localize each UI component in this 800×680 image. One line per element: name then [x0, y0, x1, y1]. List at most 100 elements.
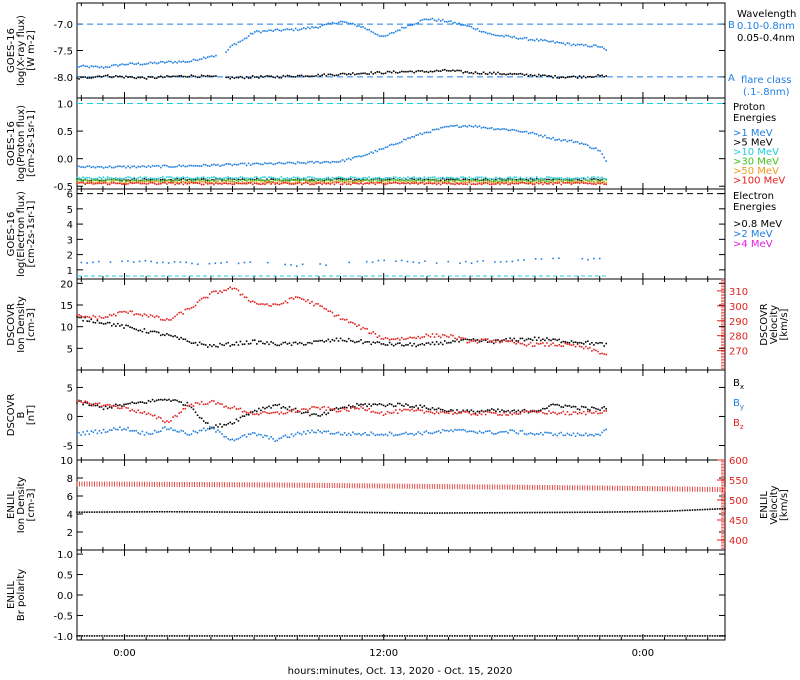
data-point	[593, 348, 595, 351]
data-point	[256, 434, 258, 437]
data-point	[276, 439, 279, 442]
data-point	[155, 417, 158, 420]
data-point	[362, 180, 364, 183]
data-point	[159, 176, 162, 179]
data-point	[478, 30, 481, 33]
data-point	[439, 177, 442, 179]
data-point	[174, 166, 176, 168]
data-point	[233, 287, 236, 290]
data-point	[311, 26, 313, 28]
data-point	[98, 635, 101, 637]
data-point	[164, 334, 166, 337]
data-point	[262, 436, 264, 439]
data-point	[157, 181, 160, 183]
series-ion-density	[76, 316, 607, 348]
data-point	[517, 413, 520, 415]
data-point	[226, 261, 228, 263]
data-point	[343, 72, 346, 75]
data-point	[270, 436, 272, 438]
data-point	[319, 430, 321, 433]
data-point	[76, 511, 78, 513]
data-point	[681, 509, 684, 512]
data-point	[686, 509, 689, 512]
data-point	[115, 428, 117, 431]
data-point	[143, 165, 146, 168]
data-point	[425, 430, 428, 432]
data-point	[542, 342, 544, 344]
data-point	[213, 511, 216, 513]
data-point	[537, 73, 540, 76]
data-point	[92, 321, 95, 324]
data-point	[315, 406, 317, 409]
data-point	[480, 409, 483, 412]
data-point	[591, 350, 593, 352]
data-point	[215, 182, 217, 184]
data-point	[92, 261, 94, 264]
data-point	[566, 405, 569, 407]
data-point	[94, 402, 97, 405]
data-point	[446, 180, 448, 183]
data-point	[417, 408, 420, 411]
data-point	[507, 183, 509, 186]
data-point	[321, 432, 323, 434]
data-point	[364, 27, 366, 30]
data-point	[423, 344, 426, 346]
data-point	[329, 178, 332, 181]
data-point	[121, 324, 123, 326]
data-point	[190, 433, 193, 435]
data-point	[529, 511, 531, 514]
data-point	[441, 410, 444, 413]
data-point	[626, 635, 629, 637]
data-point	[479, 512, 481, 514]
data-point	[290, 28, 293, 31]
data-point	[472, 413, 475, 415]
data-point	[235, 418, 238, 421]
data-point	[237, 41, 240, 44]
data-point	[247, 412, 250, 414]
data-point	[248, 635, 251, 637]
data-point	[292, 435, 295, 437]
data-point	[376, 33, 379, 36]
data-point	[399, 29, 401, 32]
data-point	[123, 310, 125, 313]
data-point	[216, 511, 218, 513]
data-point	[497, 181, 499, 184]
data-point	[219, 403, 221, 405]
data-point	[82, 179, 84, 181]
data-point	[517, 341, 520, 343]
data-point	[213, 75, 215, 78]
data-point	[141, 76, 144, 78]
data-point	[441, 408, 444, 411]
y-tick-label: -5	[63, 441, 73, 452]
data-point	[536, 635, 539, 637]
data-point	[721, 635, 724, 637]
data-point	[493, 33, 495, 36]
data-point	[104, 431, 107, 434]
data-point	[178, 177, 180, 179]
data-point	[243, 415, 246, 417]
data-point	[184, 165, 187, 168]
data-point	[659, 510, 661, 513]
data-point	[415, 22, 417, 25]
data-point	[452, 22, 454, 24]
y-tick-label: 0.5	[57, 571, 73, 582]
data-point	[296, 161, 299, 163]
data-point	[413, 23, 415, 26]
data-point	[313, 162, 315, 164]
data-point	[438, 512, 441, 514]
data-point	[235, 408, 238, 410]
data-point	[503, 182, 505, 185]
data-point	[417, 335, 420, 338]
data-point	[423, 176, 426, 178]
data-point	[711, 635, 714, 637]
data-point	[139, 329, 142, 332]
data-point	[488, 179, 491, 182]
data-point	[321, 305, 323, 308]
data-point	[415, 433, 417, 435]
data-point	[474, 512, 476, 514]
data-point	[596, 635, 599, 637]
data-point	[421, 180, 424, 182]
data-point	[278, 403, 281, 406]
data-point	[448, 430, 450, 433]
data-point	[133, 313, 136, 316]
